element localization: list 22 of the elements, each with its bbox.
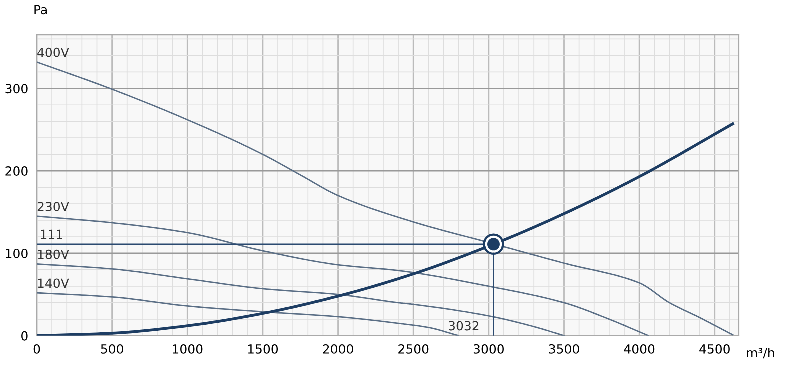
series-label: 180V xyxy=(38,250,70,260)
x-tick-label: 3500 xyxy=(549,344,580,354)
x-tick-label: 4000 xyxy=(624,344,655,354)
x-tick-label: 1000 xyxy=(173,344,203,354)
x-tick-label: 2500 xyxy=(398,344,429,354)
x-tick-label: 500 xyxy=(101,344,124,354)
series-label: 140V xyxy=(38,278,70,288)
y-tick-label: 300 xyxy=(6,84,28,94)
x-tick-label: 4500 xyxy=(700,344,730,354)
x-axis-title: m³/h xyxy=(747,348,774,359)
x-tick-label: 3000 xyxy=(474,344,504,354)
y-tick-label: 0 xyxy=(22,331,28,341)
x-tick-label: 2000 xyxy=(323,344,354,354)
y-tick-label: 100 xyxy=(6,248,28,258)
x-tick-label: 1500 xyxy=(248,344,278,354)
y-tick-label: 200 xyxy=(6,166,28,176)
y-axis-title: Pa xyxy=(34,5,47,15)
x-tick-label: 0 xyxy=(34,344,40,354)
annotation: 3032 xyxy=(448,321,479,331)
annotation: 111 xyxy=(41,230,62,240)
series-label: 230V xyxy=(38,202,70,212)
series-label: 400V xyxy=(38,48,70,58)
